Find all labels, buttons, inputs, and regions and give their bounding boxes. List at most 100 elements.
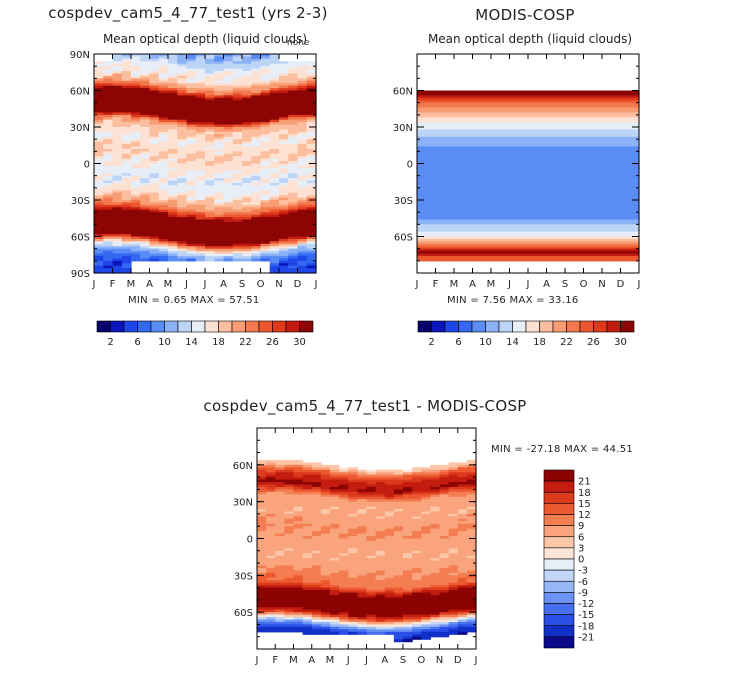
heatmap-cell	[306, 66, 317, 70]
heatmap-cell	[149, 90, 160, 94]
heatmap-cell	[403, 486, 413, 490]
heatmap-cell	[448, 526, 459, 530]
heatmap-cell	[320, 548, 331, 552]
heatmap-cell	[306, 134, 317, 138]
heatmap-cell	[232, 151, 243, 155]
heatmap-cell	[448, 504, 459, 508]
heatmap-cell	[311, 472, 322, 476]
heatmap-cell	[223, 253, 234, 257]
heatmap-cell	[260, 85, 271, 89]
heatmap-cell	[269, 248, 280, 252]
heatmap-cell	[112, 127, 123, 131]
heatmap-cell	[177, 153, 188, 157]
heatmap-cell	[195, 217, 206, 221]
heatmap-cell	[491, 102, 501, 106]
heatmap-cell	[430, 548, 441, 552]
heatmap-cell	[435, 131, 446, 135]
heatmap-cell	[288, 122, 299, 126]
heatmap-cell	[284, 474, 295, 478]
heatmap-cell	[311, 474, 322, 478]
heatmap-cell	[306, 153, 317, 157]
heatmap-cell	[269, 85, 280, 89]
heatmap-cell	[435, 212, 446, 216]
heatmap-cell	[232, 144, 243, 148]
heatmap-cell	[611, 102, 622, 106]
heatmap-cell	[500, 195, 511, 199]
heatmap-cell	[574, 258, 585, 262]
heatmap-cell	[121, 73, 132, 77]
heatmap-cell	[620, 255, 631, 259]
heatmap-cell	[260, 221, 271, 225]
heatmap-cell	[251, 204, 262, 208]
heatmap-cell	[306, 97, 317, 101]
heatmap-cell	[158, 80, 169, 84]
heatmap-cell	[275, 486, 285, 490]
heatmap-cell	[435, 238, 446, 242]
heatmap-cell	[611, 253, 622, 257]
heatmap-cell	[339, 518, 349, 522]
heatmap-cell	[448, 462, 459, 466]
heatmap-cell	[251, 200, 262, 204]
heatmap-cell	[348, 521, 358, 525]
heatmap-cell	[357, 511, 368, 515]
heatmap-cell	[518, 178, 529, 182]
heatmap-cell	[435, 202, 446, 206]
heatmap-cell	[297, 180, 308, 184]
heatmap-cell	[620, 141, 631, 145]
heatmap-cell	[232, 90, 243, 94]
heatmap-cell	[205, 243, 215, 247]
heatmap-cell	[275, 518, 285, 522]
heatmap-cell	[103, 83, 114, 87]
heatmap-cell	[583, 180, 594, 184]
heatmap-cell	[528, 109, 538, 113]
heatmap-cell	[366, 486, 377, 490]
heatmap-cell	[393, 509, 404, 513]
heatmap-cell	[375, 545, 386, 549]
heatmap-cell	[472, 129, 483, 133]
heatmap-cell	[481, 185, 492, 189]
heatmap-cell	[357, 521, 368, 525]
heatmap-cell	[518, 192, 529, 196]
heatmap-cell	[103, 226, 114, 230]
heatmap-cell	[565, 217, 575, 221]
heatmap-cell	[284, 506, 295, 510]
heatmap-cell	[472, 204, 483, 208]
heatmap-cell	[260, 95, 271, 99]
heatmap-cell	[412, 474, 422, 478]
heatmap-cell	[94, 265, 104, 269]
heatmap-cell	[466, 521, 477, 525]
heatmap-cell	[528, 163, 538, 167]
heatmap-cell	[555, 195, 566, 199]
heatmap-cell	[574, 165, 585, 169]
heatmap-cell	[583, 231, 594, 235]
heatmap-cell	[186, 251, 197, 255]
heatmap-cell	[288, 217, 299, 221]
heatmap-cell	[565, 139, 575, 143]
heatmap-cell	[275, 509, 285, 513]
heatmap-cell	[131, 161, 141, 165]
heatmap-cell	[288, 92, 299, 96]
heatmap-cell	[528, 180, 538, 184]
heatmap-cell	[555, 100, 566, 104]
heatmap-cell	[629, 182, 640, 186]
heatmap-cell	[320, 509, 331, 513]
heatmap-cell	[491, 224, 501, 228]
heatmap-cell	[375, 504, 386, 508]
heatmap-cell	[302, 472, 313, 476]
heatmap-cell	[311, 560, 322, 564]
heatmap-cell	[330, 558, 340, 562]
heatmap-cell	[481, 158, 492, 162]
heatmap-cell	[412, 506, 422, 510]
heatmap-cell	[393, 501, 404, 505]
heatmap-cell	[121, 78, 132, 82]
heatmap-cell	[528, 114, 538, 118]
heatmap-cell	[269, 197, 280, 201]
heatmap-cell	[94, 231, 104, 235]
heatmap-cell	[140, 73, 151, 77]
heatmap-cell	[421, 513, 431, 517]
heatmap-cell	[302, 548, 313, 552]
x-tick-label: M	[127, 279, 136, 290]
heatmap-cell	[518, 95, 529, 99]
heatmap-cell	[518, 153, 529, 157]
heatmap-cell	[279, 219, 289, 223]
